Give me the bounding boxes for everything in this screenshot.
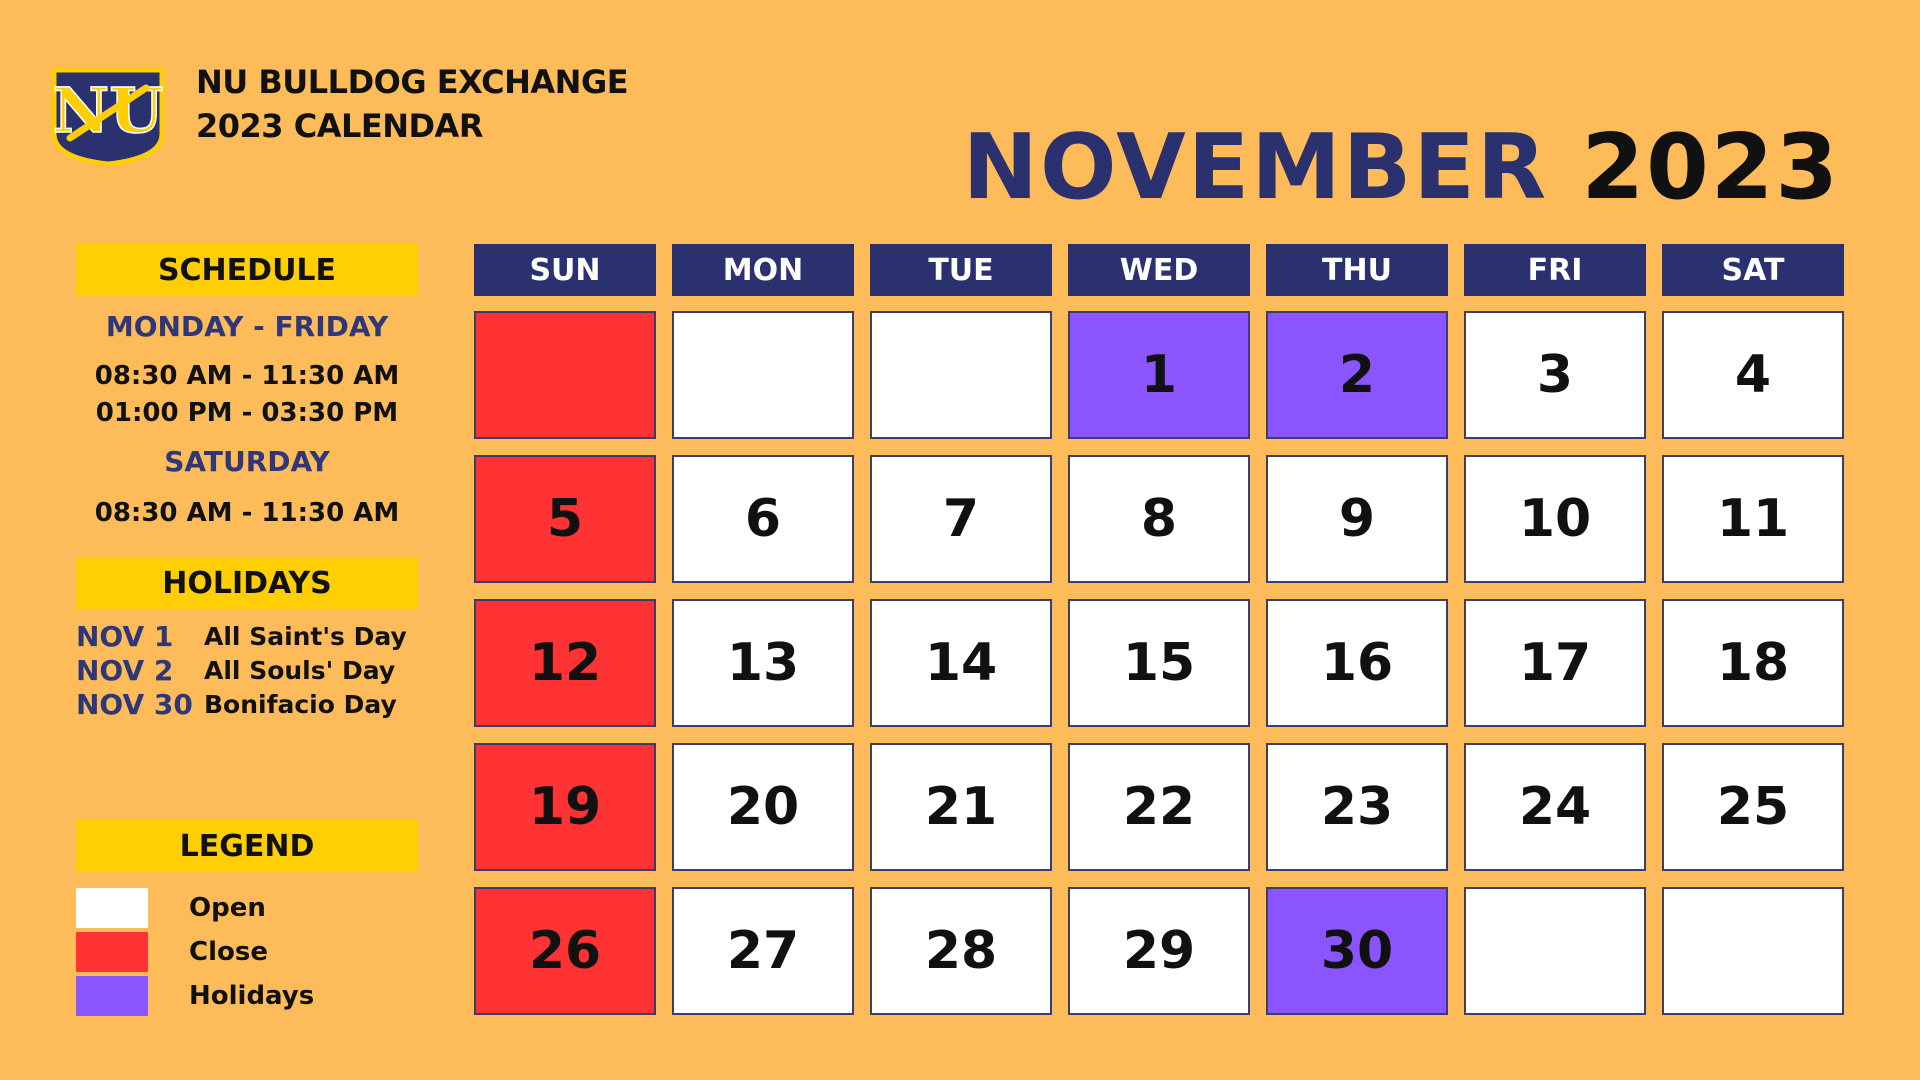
calendar-day-cell: 30: [1266, 887, 1448, 1015]
org-title-line2: 2023 CALENDAR: [196, 107, 483, 145]
schedule-banner: SCHEDULE: [76, 244, 418, 296]
weekday-label: MONDAY - FRIDAY: [105, 310, 389, 343]
calendar-day-cell: 28: [870, 887, 1052, 1015]
calendar-day-cell: [1464, 887, 1646, 1015]
calendar-day-cell: 22: [1068, 743, 1250, 871]
calendar-day-cell: 29: [1068, 887, 1250, 1015]
calendar-day-cell: [870, 311, 1052, 439]
org-title: NU BULLDOG EXCHANGE 2023 CALENDAR: [196, 60, 629, 148]
calendar-day-cell: 11: [1662, 455, 1844, 583]
org-title-line1: NU BULLDOG EXCHANGE: [196, 63, 629, 101]
holiday-date: NOV 30: [76, 688, 193, 721]
calendar-day-cell: [474, 311, 656, 439]
calendar-day-cell: [1662, 887, 1844, 1015]
calendar-day-cell: 1: [1068, 311, 1250, 439]
weekday-header-sat: SAT: [1662, 244, 1844, 296]
weekday-time-2: 01:00 PM - 03:30 PM: [95, 398, 399, 428]
weekday-header-fri: FRI: [1464, 244, 1646, 296]
saturday-time-1: 08:30 AM - 11:30 AM: [94, 498, 400, 528]
month-name: NOVEMBER: [962, 115, 1549, 220]
calendar-day-cell: 2: [1266, 311, 1448, 439]
calendar-day-cell: 6: [672, 455, 854, 583]
calendar-day-cell: 10: [1464, 455, 1646, 583]
saturday-label: SATURDAY: [164, 445, 330, 478]
holidays-banner: HOLIDAYS: [76, 557, 418, 609]
calendar-day-cell: 21: [870, 743, 1052, 871]
month-title: NOVEMBER 2023: [963, 118, 1840, 218]
close-swatch: [76, 932, 148, 972]
weekday-header-thu: THU: [1266, 244, 1448, 296]
weekday-time-1: 08:30 AM - 11:30 AM: [94, 361, 400, 391]
calendar-day-cell: 23: [1266, 743, 1448, 871]
calendar-day-cell: 20: [672, 743, 854, 871]
holiday-date: NOV 2: [76, 654, 174, 687]
calendar-day-cell: 13: [672, 599, 854, 727]
calendar-day-cell: 24: [1464, 743, 1646, 871]
weekday-header-wed: WED: [1068, 244, 1250, 296]
weekday-header-tue: TUE: [870, 244, 1052, 296]
calendar-day-cell: 4: [1662, 311, 1844, 439]
calendar-day-cell: 17: [1464, 599, 1646, 727]
calendar-day-cell: 14: [870, 599, 1052, 727]
calendar-day-cell: 7: [870, 455, 1052, 583]
open-swatch: [76, 888, 148, 928]
holiday-date: NOV 1: [76, 620, 174, 653]
calendar-day-cell: 18: [1662, 599, 1844, 727]
legend-label: Open: [189, 893, 266, 923]
nu-bulldog-logo-icon: NU: [48, 54, 168, 167]
weekday-header-mon: MON: [672, 244, 854, 296]
calendar-day-cell: 26: [474, 887, 656, 1015]
weekday-header-sun: SUN: [474, 244, 656, 296]
calendar-day-cell: 15: [1068, 599, 1250, 727]
legend-label: Close: [189, 937, 268, 967]
calendar-day-cell: 3: [1464, 311, 1646, 439]
calendar-day-cell: 25: [1662, 743, 1844, 871]
legend-banner: LEGEND: [76, 820, 418, 872]
calendar-day-cell: 5: [474, 455, 656, 583]
calendar-day-cell: 19: [474, 743, 656, 871]
holiday-name: Bonifacio Day: [204, 690, 397, 719]
calendar-day-cell: 16: [1266, 599, 1448, 727]
holiday-swatch: [76, 976, 148, 1016]
legend-label: Holidays: [189, 981, 315, 1011]
month-year: 2023: [1581, 115, 1840, 220]
calendar-day-cell: [672, 311, 854, 439]
holiday-name: All Souls' Day: [204, 656, 396, 685]
calendar-day-cell: 27: [672, 887, 854, 1015]
calendar-day-cell: 12: [474, 599, 656, 727]
holiday-name: All Saint's Day: [204, 622, 407, 651]
calendar-day-cell: 8: [1068, 455, 1250, 583]
calendar-day-cell: 9: [1266, 455, 1448, 583]
